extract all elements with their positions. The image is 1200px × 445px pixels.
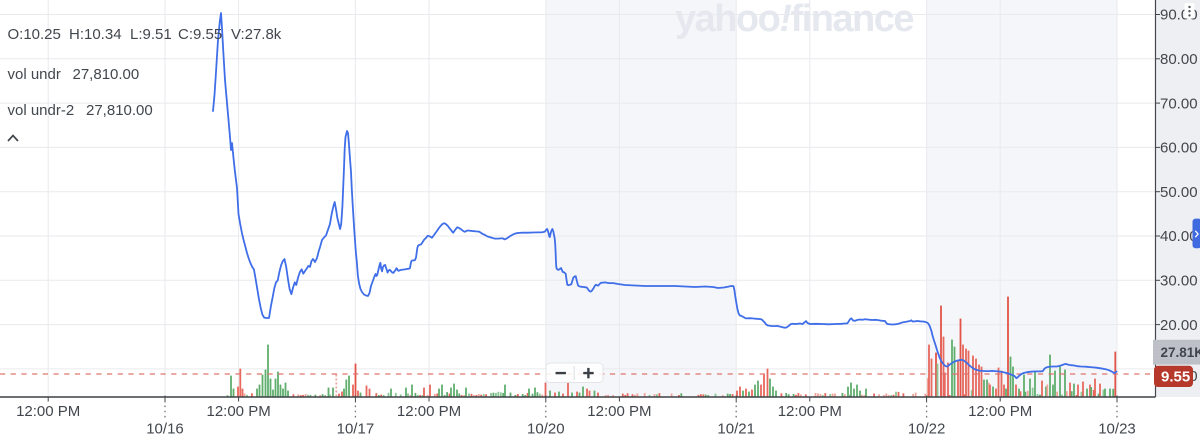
svg-text:10/22: 10/22 xyxy=(908,421,946,438)
svg-text:H:10.34: H:10.34 xyxy=(69,26,122,43)
svg-text:9.55: 9.55 xyxy=(1161,368,1190,385)
svg-text:12:00 PM: 12:00 PM xyxy=(778,403,842,420)
svg-text:40.00: 40.00 xyxy=(1160,228,1198,245)
svg-text:vol undr-2: vol undr-2 xyxy=(8,102,75,119)
svg-text:50.00: 50.00 xyxy=(1160,184,1198,201)
svg-text:27.81K: 27.81K xyxy=(1161,345,1200,360)
svg-text:20.00: 20.00 xyxy=(1160,317,1198,334)
svg-text:12:00 PM: 12:00 PM xyxy=(206,403,270,420)
svg-text:12:00 PM: 12:00 PM xyxy=(587,403,651,420)
svg-text:C:9.55: C:9.55 xyxy=(178,26,222,43)
svg-text:12:00 PM: 12:00 PM xyxy=(397,403,461,420)
svg-text:vol undr: vol undr xyxy=(8,66,61,83)
svg-text:10/20: 10/20 xyxy=(527,421,565,438)
svg-text:O:10.25: O:10.25 xyxy=(8,26,61,43)
svg-text:27,810.00: 27,810.00 xyxy=(73,66,140,83)
svg-text:27,810.00: 27,810.00 xyxy=(86,102,153,119)
svg-text:70.00: 70.00 xyxy=(1160,95,1198,112)
svg-text:80.00: 80.00 xyxy=(1160,51,1198,68)
svg-text:10/17: 10/17 xyxy=(337,421,375,438)
svg-text:60.00: 60.00 xyxy=(1160,140,1198,157)
svg-text:L:9.51: L:9.51 xyxy=(130,26,172,43)
svg-text:12:00 PM: 12:00 PM xyxy=(968,403,1032,420)
svg-text:V:27.8k: V:27.8k xyxy=(231,26,282,43)
svg-text:10/21: 10/21 xyxy=(717,421,755,438)
svg-text:10/16: 10/16 xyxy=(146,421,184,438)
svg-text:12:00 PM: 12:00 PM xyxy=(16,403,80,420)
svg-text:30.00: 30.00 xyxy=(1160,273,1198,290)
svg-text:10/23: 10/23 xyxy=(1098,421,1136,438)
svg-text:yahoo!finance: yahoo!finance xyxy=(675,0,913,40)
